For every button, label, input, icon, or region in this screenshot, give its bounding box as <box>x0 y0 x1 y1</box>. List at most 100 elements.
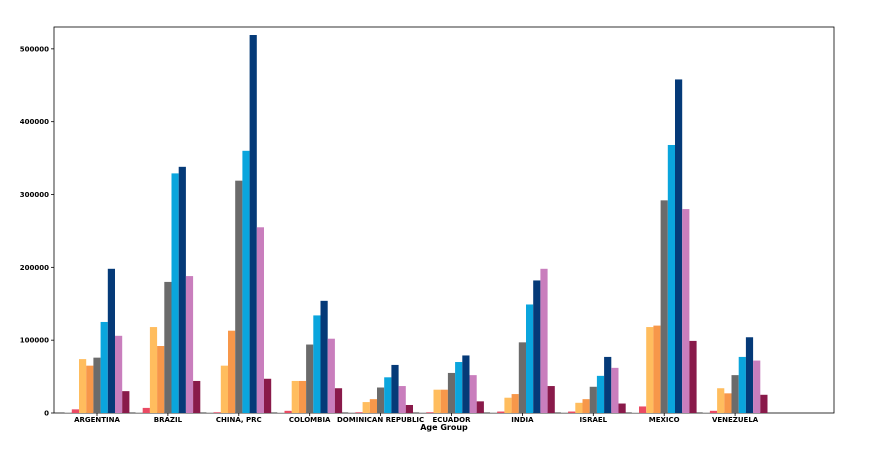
x-tick-label: CHINA, PRC <box>216 416 262 424</box>
bar-ecuador-s4 <box>447 372 456 413</box>
bar-brazil-s4 <box>164 281 172 413</box>
bar-mexico-s6 <box>675 79 683 413</box>
bar-brazil-s2 <box>149 327 158 413</box>
bar-israel-s4 <box>589 386 597 413</box>
x-tick-label: INDIA <box>511 416 534 424</box>
bar-venezuela-s3 <box>724 393 732 413</box>
bar-india-s2 <box>504 397 512 413</box>
y-tick-label: 400000 <box>20 118 49 126</box>
x-tick-label: ISRAEL <box>579 416 607 424</box>
bar-israel-s1 <box>568 411 576 413</box>
x-tick-label: ARGENTINA <box>74 416 120 424</box>
y-tick-label: 500000 <box>20 45 49 53</box>
bar-venezuela-s5 <box>738 356 746 413</box>
bar-ecuador-s8 <box>476 401 484 413</box>
y-tick-label: 100000 <box>20 337 49 345</box>
y-tick-label: 300000 <box>20 191 49 199</box>
bar-colombia-s8 <box>334 388 343 413</box>
bar-dominican-republic-s1 <box>355 412 363 413</box>
bar-china-prc-s3 <box>228 330 236 413</box>
bar-mexico-s3 <box>653 325 661 413</box>
bar-ecuador-s3 <box>440 389 448 413</box>
x-tick-label: MEXICO <box>649 416 680 424</box>
bar-argentina-s6 <box>107 268 115 413</box>
bar-china-prc-s7 <box>256 227 264 413</box>
bar-israel-s8 <box>618 403 626 413</box>
bar-israel-s5 <box>596 375 605 413</box>
bar-india-s5 <box>526 304 534 413</box>
bar-china-prc-s2 <box>220 365 228 413</box>
bar-brazil-s8 <box>193 380 201 413</box>
bar-brazil-s5 <box>171 173 179 413</box>
bar-israel-s6 <box>604 356 612 413</box>
bar-argentina-s5 <box>100 321 108 413</box>
bar-colombia-s1 <box>284 410 292 413</box>
bar-brazil-s1 <box>142 407 150 413</box>
bar-china-prc-s4 <box>235 180 243 413</box>
bar-dominican-republic-s6 <box>391 364 399 413</box>
x-tick-label: BRAZIL <box>154 416 183 424</box>
x-tick-label: COLOMBIA <box>289 416 331 424</box>
bar-china-prc-s6 <box>249 35 257 413</box>
bar-argentina-s8 <box>122 391 130 413</box>
bar-mexico-s1 <box>639 406 647 413</box>
bar-india-s1 <box>497 411 505 413</box>
bar-dominican-republic-s5 <box>384 377 392 413</box>
bar-venezuela-s1 <box>709 410 718 413</box>
bar-venezuela-s2 <box>717 388 725 413</box>
bar-china-prc-s5 <box>242 150 250 413</box>
bar-ecuador-s2 <box>433 389 441 413</box>
y-tick-label: 200000 <box>20 264 49 272</box>
bar-argentina-s1 <box>71 409 79 413</box>
bar-colombia-s2 <box>291 380 299 413</box>
bar-israel-s7 <box>611 367 619 413</box>
bar-argentina-s3 <box>86 365 94 413</box>
bar-colombia-s3 <box>298 380 307 413</box>
bar-dominican-republic-s3 <box>369 399 377 413</box>
bar-dominican-republic-s7 <box>398 386 406 413</box>
bar-brazil-s6 <box>178 166 186 413</box>
bar-mexico-s0 <box>631 412 639 413</box>
bar-india-s7 <box>540 268 548 413</box>
bar-venezuela-s6 <box>745 337 754 413</box>
bar-dominican-republic-s8 <box>405 404 413 413</box>
bar-india-s4 <box>518 342 526 413</box>
bar-mexico-s8 <box>689 340 697 413</box>
bar-brazil-s3 <box>157 346 165 413</box>
bar-mexico-s2 <box>646 327 654 413</box>
bar-colombia-s5 <box>313 315 321 413</box>
bar-colombia-s0 <box>277 412 285 413</box>
bar-argentina-s2 <box>79 359 87 413</box>
x-tick-label: VENEZUELA <box>712 416 759 424</box>
bar-india-s3 <box>511 394 519 413</box>
bar-colombia-s4 <box>306 344 314 413</box>
bar-venezuela-s4 <box>731 375 739 413</box>
bar-ecuador-s6 <box>462 355 470 413</box>
bar-venezuela-s8 <box>760 394 768 413</box>
bar-mexico-s7 <box>682 209 690 413</box>
bar-dominican-republic-s4 <box>377 387 385 413</box>
bar-ecuador-s7 <box>469 375 477 413</box>
bar-venezuela-s7 <box>753 360 761 413</box>
bar-colombia-s6 <box>320 300 328 413</box>
x-axis: ARGENTINA BRAZIL CHINA, PRC COLOMBIA DOMINIC… <box>74 413 759 424</box>
bar-israel-s2 <box>575 402 583 413</box>
bar-colombia-s7 <box>327 338 335 413</box>
bar-argentina-s7 <box>115 335 123 413</box>
bar-china-prc-s1 <box>213 412 221 413</box>
bar-mexico-s5 <box>667 144 675 414</box>
bar-india-s8 <box>547 386 555 413</box>
bar-china-prc-s8 <box>264 378 272 413</box>
bars-group <box>64 35 768 414</box>
x-axis-title: Age Group <box>420 423 468 432</box>
y-tick-label: 0 <box>44 410 49 418</box>
x-tick-label: DOMINICAN REPUBLIC <box>337 416 424 424</box>
bar-mexico-s4 <box>660 200 668 413</box>
bar-ecuador-s1 <box>426 412 434 413</box>
bar-israel-s3 <box>582 399 590 413</box>
bar-ecuador-s5 <box>455 362 463 413</box>
bar-brazil-s7 <box>185 276 194 413</box>
bar-india-s6 <box>533 280 541 413</box>
